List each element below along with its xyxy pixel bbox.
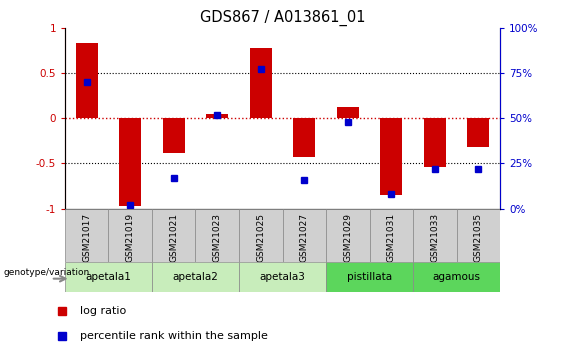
Bar [457, 209, 500, 262]
Bar [65, 262, 152, 292]
Bar [413, 209, 457, 262]
Text: GSM21035: GSM21035 [474, 213, 483, 262]
Text: agamous: agamous [433, 272, 480, 282]
Bar [76, 43, 98, 118]
Bar [250, 48, 272, 118]
Text: apetala3: apetala3 [259, 272, 306, 282]
Text: GSM21019: GSM21019 [126, 213, 134, 262]
Bar [108, 209, 152, 262]
Text: GSM21023: GSM21023 [213, 213, 221, 262]
Bar [370, 209, 413, 262]
Text: GSM21017: GSM21017 [82, 213, 91, 262]
Bar [467, 118, 489, 147]
Bar [326, 209, 370, 262]
Bar [152, 209, 195, 262]
Text: apetala1: apetala1 [85, 272, 132, 282]
Text: GSM21025: GSM21025 [257, 213, 265, 262]
Bar [195, 209, 239, 262]
Text: apetala2: apetala2 [172, 272, 219, 282]
Text: GSM21029: GSM21029 [344, 213, 352, 262]
Text: GSM21033: GSM21033 [431, 213, 439, 262]
Bar [152, 262, 239, 292]
Bar [239, 209, 282, 262]
Bar [119, 118, 141, 206]
Bar [206, 114, 228, 118]
Bar [326, 262, 413, 292]
Bar [239, 262, 326, 292]
Text: genotype/variation: genotype/variation [3, 268, 90, 277]
Text: GSM21031: GSM21031 [387, 213, 396, 262]
Bar [337, 107, 359, 118]
Bar [163, 118, 185, 152]
Bar [424, 118, 446, 167]
Text: log ratio: log ratio [80, 306, 126, 316]
Text: pistillata: pistillata [347, 272, 392, 282]
Bar [282, 209, 326, 262]
Bar [413, 262, 500, 292]
Bar [65, 209, 108, 262]
Title: GDS867 / A013861_01: GDS867 / A013861_01 [200, 10, 365, 26]
Bar [380, 118, 402, 195]
Text: GSM21027: GSM21027 [300, 213, 308, 262]
Bar [293, 118, 315, 157]
Text: GSM21021: GSM21021 [170, 213, 178, 262]
Text: percentile rank within the sample: percentile rank within the sample [80, 331, 268, 341]
